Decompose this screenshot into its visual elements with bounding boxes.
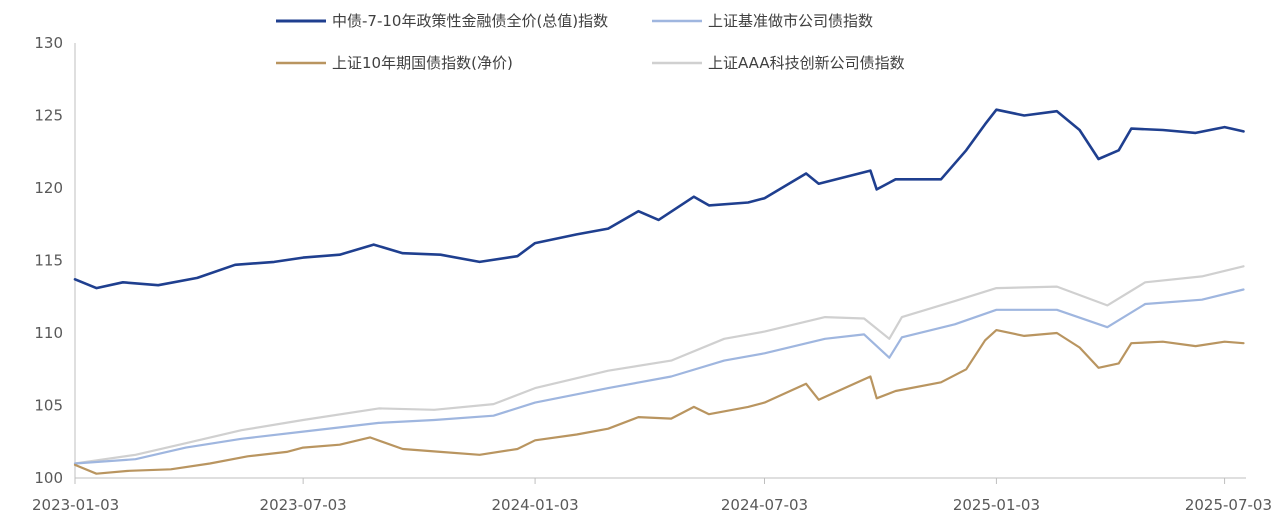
x-tick-label: 2024-01-03 xyxy=(491,496,578,514)
y-tick-label: 120 xyxy=(34,179,63,197)
x-tick-label: 2025-07-03 xyxy=(1185,496,1272,514)
legend-label-3: 上证AAA科技创新公司债指数 xyxy=(708,54,905,72)
legend-label-0: 中债-7-10年政策性金融债全价(总值)指数 xyxy=(332,12,608,30)
chart-axes: 100 105 110 115 120 125 130 2023-01-03 2023-07-0… xyxy=(32,34,1272,514)
y-tick-label: 105 xyxy=(34,397,63,415)
legend-label-1: 上证基准做市公司债指数 xyxy=(708,12,873,30)
legend-label-2: 上证10年期国债指数(净价) xyxy=(332,54,513,72)
x-tick-label: 2024-07-03 xyxy=(721,496,808,514)
x-tick-label: 2025-01-03 xyxy=(953,496,1040,514)
series-line-3 xyxy=(73,265,1245,465)
y-tick-label: 125 xyxy=(34,107,63,125)
y-tick-label: 115 xyxy=(34,252,63,270)
series-line-1 xyxy=(73,288,1245,465)
x-tick-label: 2023-07-03 xyxy=(260,496,347,514)
chart-legend: 中债-7-10年政策性金融债全价(总值)指数 上证基准做市公司债指数上证10年期国… xyxy=(276,12,905,72)
series-layer xyxy=(73,108,1245,475)
y-tick-label: 100 xyxy=(34,469,63,487)
series-line-0 xyxy=(73,108,1245,290)
y-tick-label: 130 xyxy=(34,34,63,52)
x-tick-label: 2023-01-03 xyxy=(32,496,119,514)
y-tick-label: 110 xyxy=(34,324,63,342)
series-line-2 xyxy=(73,329,1245,475)
